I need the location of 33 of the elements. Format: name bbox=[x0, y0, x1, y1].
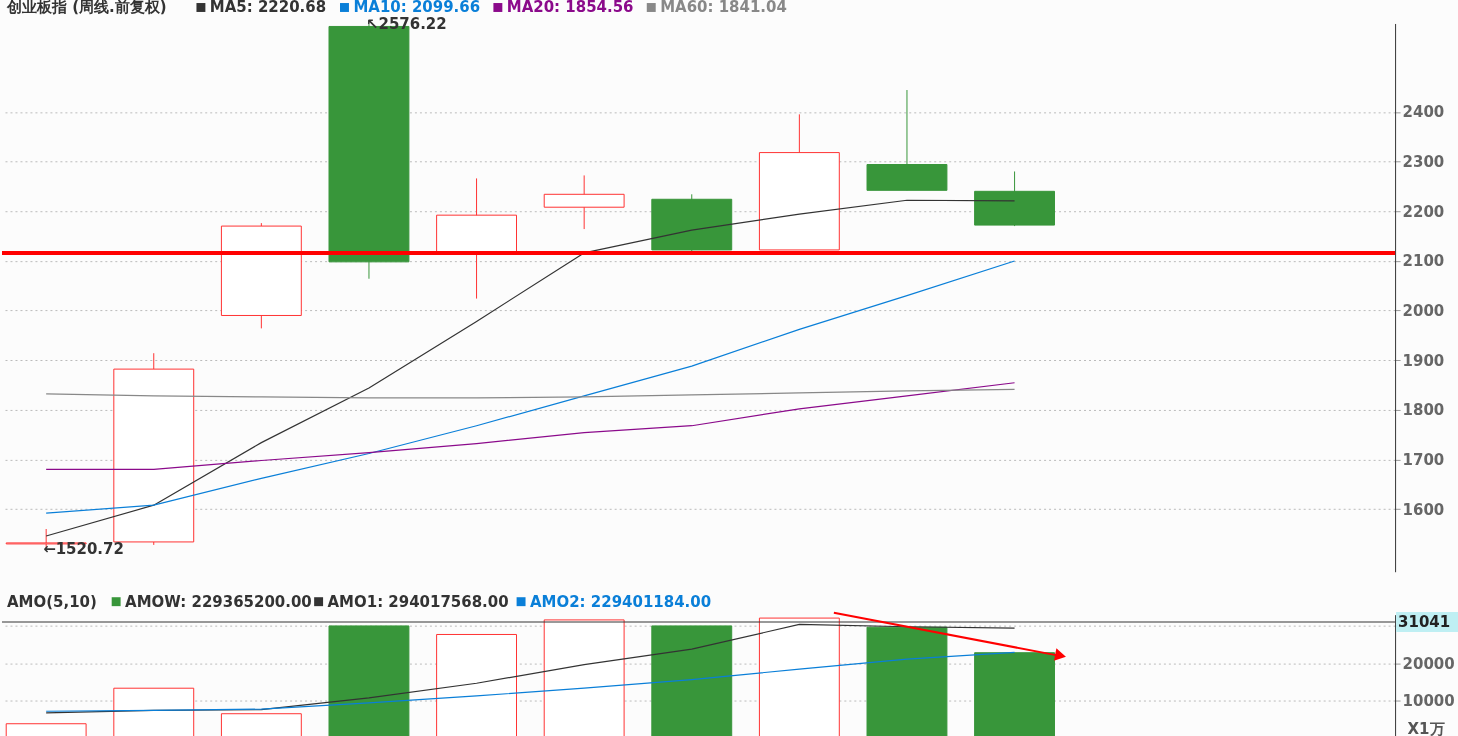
bar bbox=[866, 626, 948, 736]
y-tick-label: 2100 bbox=[1402, 252, 1445, 271]
line-series bbox=[45, 651, 1016, 712]
y-tick-label: 10000 bbox=[1402, 692, 1455, 711]
line-series bbox=[45, 388, 1016, 399]
y-tick-label: 1700 bbox=[1402, 450, 1445, 469]
y-tick-label: 2400 bbox=[1402, 103, 1445, 122]
legend-label: MA10: 2099.66 bbox=[353, 0, 481, 17]
line-series bbox=[45, 260, 1016, 514]
annotation: ↖2576.22 bbox=[365, 15, 447, 34]
y-tick-label: 2200 bbox=[1402, 202, 1445, 221]
chart-title: AMO(5,10) bbox=[6, 592, 97, 611]
legend-label: AMO2: 229401184.00 bbox=[529, 592, 712, 611]
bar bbox=[651, 625, 733, 736]
legend-label: MA60: 1841.04 bbox=[660, 0, 787, 17]
y-tick-label: 2000 bbox=[1402, 302, 1445, 320]
y-tick-label: 2300 bbox=[1402, 153, 1445, 172]
y-tick-label: 1800 bbox=[1402, 401, 1445, 420]
y-axis-title: X1万 bbox=[1407, 720, 1445, 736]
y-tick-label: 20000 bbox=[1402, 654, 1455, 673]
legend-label: MA5: 2220.68 bbox=[209, 0, 327, 17]
y-tick-label: 1600 bbox=[1402, 500, 1445, 519]
legend-label: MA20: 1854.56 bbox=[506, 0, 634, 17]
legend-label: AMO1: 294017568.00 bbox=[327, 592, 509, 611]
line-series bbox=[45, 199, 1016, 537]
y-tick-label: 1900 bbox=[1402, 351, 1445, 370]
line-series bbox=[45, 382, 1016, 471]
legend-label: AMOW: 229365200.00 bbox=[125, 592, 312, 611]
bar bbox=[328, 625, 410, 736]
bar bbox=[974, 652, 1056, 736]
ref-line-label: 31041 bbox=[1398, 613, 1451, 632]
chart-title: 创业板指 (周线.前复权) bbox=[5, 0, 167, 17]
annotation: ←1520.72 bbox=[43, 539, 124, 558]
